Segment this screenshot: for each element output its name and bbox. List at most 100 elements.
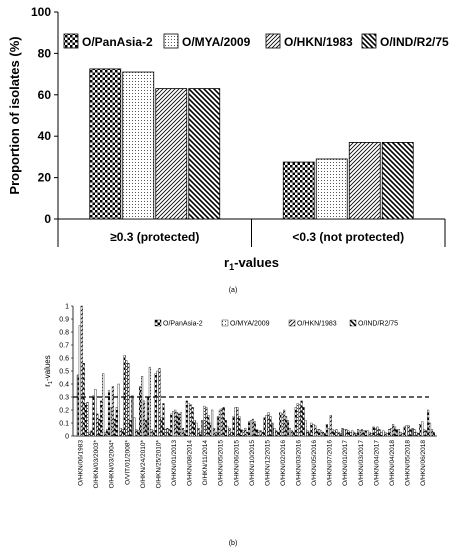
chart-b-bar <box>358 430 362 437</box>
chart-b-bar <box>362 430 365 437</box>
chart-b-bar <box>384 431 387 437</box>
chart-b-bar <box>333 430 336 437</box>
chart-b-bar <box>199 431 202 437</box>
chart-b-bar <box>203 405 206 437</box>
chart-b-bar <box>257 430 260 437</box>
chart-b-bar <box>238 416 241 437</box>
chart-b-bar <box>197 428 200 437</box>
chart-b-y-tick-label: 0.8 <box>59 330 69 337</box>
chart-b-bar <box>329 415 332 437</box>
chart-b-bar <box>407 425 410 437</box>
chart-b-bar <box>386 433 389 437</box>
chart-a-legend-swatch <box>63 33 79 49</box>
chart-a-bar <box>315 158 348 220</box>
chart-b-bar <box>355 433 358 437</box>
chart-b-bar <box>207 415 210 437</box>
chart-b-bar <box>345 429 348 437</box>
chart-b-bar <box>378 429 381 437</box>
chart-b-bar <box>172 411 175 437</box>
chart-a-bar <box>122 71 155 220</box>
chart-b-bar <box>177 413 181 437</box>
chart-b-bar <box>251 418 255 437</box>
chart-b-bar <box>121 429 124 437</box>
chart-b-bar <box>382 430 385 437</box>
chart-b-bar <box>376 426 379 437</box>
chart-b-bar <box>390 428 393 437</box>
chart-b-bar <box>267 412 270 437</box>
chart-a-y-tick-label: 40 <box>38 129 52 143</box>
chart-b-bar <box>294 407 297 437</box>
chart-b-bar <box>419 424 422 437</box>
chart-b-bar <box>162 403 165 437</box>
chart-a-bar <box>381 142 414 220</box>
chart-b-x-tick-label: O/HKN/06/1983 <box>78 440 85 486</box>
chart-b-bar <box>179 412 183 437</box>
chart-b-x-tick-label: O/HKN/11/2014 <box>202 440 209 486</box>
chart-b-bar <box>421 421 424 437</box>
chart-b-bar <box>144 420 148 437</box>
chart-b-bar <box>273 428 276 437</box>
chart-b-x-tick-label: O/HKN/03/2003* <box>93 440 100 489</box>
chart-b-bar <box>92 395 95 437</box>
chart-b-bar <box>152 430 155 437</box>
chart-b-bar <box>248 421 251 437</box>
chart-b-bar <box>411 428 414 437</box>
chart-b-bar <box>356 429 360 437</box>
chart-b-bar <box>216 416 220 437</box>
chart-b-y-tick-label: 0.4 <box>59 382 69 389</box>
chart-b-bar <box>397 429 400 437</box>
chart-b-bar <box>370 433 373 437</box>
chart-b-y-tick-label: 0.9 <box>59 317 69 324</box>
chart-b-bar <box>164 429 167 437</box>
chart-b-x-tick-label: O/HKN/01/2017 <box>342 440 349 486</box>
chart-b-bar <box>392 424 395 437</box>
chart-b-bar <box>360 429 363 437</box>
chart-b-bar <box>129 420 132 437</box>
chart-b-bar <box>88 431 91 437</box>
chart-b-x-tick-label: O/HKN/08/2014 <box>187 440 194 486</box>
chart-a-legend-label: O/HKN/1983 <box>284 35 353 49</box>
chart-a-legend-swatch <box>163 33 179 49</box>
chart-b-bar <box>415 431 418 437</box>
chart-b-bar <box>98 418 101 437</box>
chart-b-x-tick-label: O/HKN/05/2015 <box>218 440 225 486</box>
chart-b-legend-label: O/PanAsia-2 <box>163 321 203 328</box>
chart-b-bar <box>176 412 179 437</box>
chart-b-bar <box>259 430 262 437</box>
chart-b-bar <box>104 431 107 437</box>
chart-b-bar <box>218 409 221 437</box>
chart-b-bar <box>156 370 159 437</box>
chart-b-bar <box>220 408 223 437</box>
chart-b-bar <box>413 429 416 437</box>
chart-b-bar <box>314 425 317 437</box>
chart-b-bar <box>234 407 237 437</box>
chart-b-bar <box>109 407 113 437</box>
chart-b-x-tick-label: O/HKN/06/2018 <box>420 440 427 486</box>
chart-a-y-tick-label: 20 <box>38 171 52 185</box>
chart-b-bar <box>337 431 340 437</box>
chart-b-bar <box>160 417 163 437</box>
chart-b-bar <box>102 373 105 437</box>
chart-a-legend-swatch <box>361 33 377 49</box>
chart-b-bar <box>107 390 111 437</box>
chart-b-bar <box>111 386 114 437</box>
chart-b-bar <box>325 424 328 437</box>
chart-b-bar <box>388 429 391 437</box>
chart-a-x-label: r1-values <box>224 255 279 272</box>
chart-b-bar <box>137 430 140 437</box>
chart-b-bar <box>320 430 323 437</box>
chart-b-bar <box>372 426 375 437</box>
chart-b-bar <box>310 422 313 437</box>
chart-b-x-tick-label: O/HKN/05/2018 <box>404 440 411 486</box>
chart-b-bar <box>244 428 247 437</box>
chart-b-bar <box>261 431 264 437</box>
chart-b-y-tick-label: 1 <box>65 304 69 311</box>
chart-b-bar <box>321 431 325 437</box>
chart-b-bar <box>131 395 134 437</box>
chart-a-bar <box>155 88 188 220</box>
chart-b-bar <box>423 429 426 437</box>
chart-b-bar <box>368 431 371 437</box>
chart-b-bar <box>148 366 151 437</box>
chart-b-bar <box>417 433 420 437</box>
